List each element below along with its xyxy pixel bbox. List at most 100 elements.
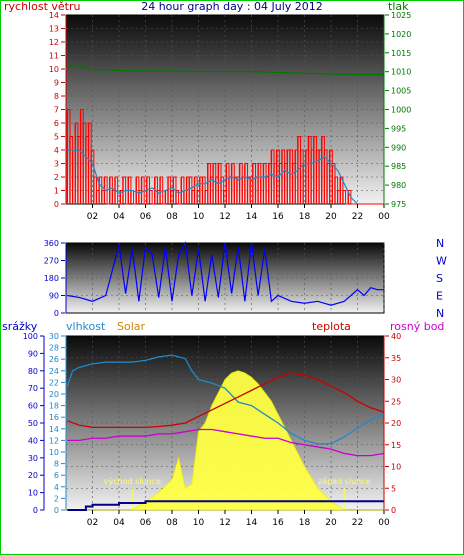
x-tick-label: 10 (193, 212, 205, 222)
y-tick-label: 2 (54, 173, 59, 182)
sunrise-label: východ slunce (104, 477, 161, 486)
x-tick-label: 12 (219, 212, 230, 222)
y-tick-label: 0 (33, 506, 38, 515)
y-tick-label: 10 (49, 448, 59, 457)
x-tick-label: 18 (299, 518, 311, 528)
y-tick-label: 28 (49, 344, 59, 353)
x-tick-label: 16 (272, 212, 284, 222)
wind-avg-line (67, 149, 358, 205)
dew-point-axis-title: rosný bod (390, 320, 444, 333)
y-tick-label: 990 (391, 143, 406, 152)
y-tick-label: 10 (28, 489, 38, 498)
y-tick-label: 90 (28, 349, 38, 358)
y-tick-label: 980 (391, 181, 406, 190)
y-tick-label: 0 (54, 200, 59, 209)
y-tick-label: 26 (49, 355, 59, 364)
x-tick-label: 08 (166, 212, 178, 222)
x-tick-label: 04 (113, 518, 125, 528)
y-tick-label: 90 (49, 292, 59, 301)
y-tick-label: 18 (49, 402, 59, 411)
y-tick-label: 1025 (391, 11, 411, 20)
y-tick-label: 5 (54, 133, 59, 142)
y-tick-label: 15 (391, 441, 401, 450)
y-tick-label: 22 (49, 378, 59, 387)
y-tick-label: 35 (391, 354, 401, 363)
x-tick-label: 02 (87, 212, 98, 222)
rain-axis-title: srážky (2, 320, 38, 333)
y-tick-label: 9 (54, 79, 59, 88)
x-tick-label: 12 (219, 518, 230, 528)
y-tick-label: 12 (49, 436, 59, 445)
y-tick-label: 1010 (391, 68, 411, 77)
x-tick-label: 08 (166, 518, 178, 528)
x-tick-label: 00 (378, 212, 390, 222)
y-tick-label: 30 (391, 376, 401, 385)
y-tick-label: 70 (28, 384, 38, 393)
y-tick-label: 12 (49, 38, 59, 47)
solar-axis-title: Solar (117, 320, 146, 333)
x-tick-label: 16 (272, 518, 284, 528)
y-tick-label: 4 (54, 483, 59, 492)
dew-point-line (67, 428, 385, 457)
y-tick-label: 11 (49, 52, 59, 61)
x-tick-label: 02 (87, 518, 98, 528)
y-tick-label: 13 (49, 25, 59, 34)
y-tick-label: 10 (49, 65, 59, 74)
y-tick-label: 0 (391, 506, 396, 515)
y-tick-label: 20 (49, 390, 59, 399)
y-tick-label: 40 (28, 436, 38, 445)
y-tick-label: 1000 (391, 106, 411, 115)
y-tick-label: 100 (23, 332, 38, 341)
y-tick-label: 14 (49, 11, 59, 20)
y-tick-label: 0 (54, 309, 59, 318)
x-tick-label: 06 (140, 518, 152, 528)
wind-axis-title: rychlost větru (4, 0, 80, 13)
wind-line (67, 109, 384, 205)
x-tick-label: 22 (352, 212, 363, 222)
humidity-line (66, 354, 385, 445)
y-tick-label: 16 (49, 413, 59, 422)
y-tick-label: 24 (49, 367, 59, 376)
x-tick-label: 14 (246, 518, 258, 528)
y-tick-label: 8 (54, 460, 59, 469)
humidity-axis-title: vlhkost (66, 320, 106, 333)
y-tick-label: 5 (391, 484, 396, 493)
y-tick-label: 80 (28, 367, 38, 376)
pressure-axis-title: tlak (388, 0, 409, 13)
temperature-axis-title: teplota (312, 320, 351, 333)
y-tick-label: 40 (391, 332, 401, 341)
y-tick-label: 50 (28, 419, 38, 428)
y-tick-label: 8 (54, 92, 59, 101)
sunset-label: západ slunce (318, 477, 371, 486)
y-tick-label: 1 (54, 187, 59, 196)
temperature-line (67, 372, 385, 428)
compass-letter: N (436, 237, 444, 250)
x-tick-label: 22 (352, 518, 363, 528)
y-tick-label: 0 (54, 506, 59, 515)
y-tick-label: 7 (54, 106, 59, 115)
compass-letter: S (436, 272, 443, 285)
y-tick-label: 60 (28, 402, 38, 411)
x-tick-label: 20 (325, 212, 337, 222)
x-tick-label: 14 (246, 212, 258, 222)
x-tick-label: 00 (378, 518, 390, 528)
y-tick-label: 1015 (391, 49, 411, 58)
x-tick-label: 10 (193, 518, 205, 528)
y-tick-label: 975 (391, 200, 406, 209)
y-tick-label: 1020 (391, 30, 411, 39)
y-tick-label: 4 (54, 146, 59, 155)
y-tick-label: 995 (391, 124, 406, 133)
compass-letter: E (436, 290, 443, 303)
direction-line (67, 241, 384, 306)
y-tick-label: 3 (54, 160, 59, 169)
y-tick-label: 25 (391, 397, 401, 406)
compass-letter: W (436, 255, 447, 268)
y-tick-label: 360 (44, 239, 59, 248)
y-tick-label: 180 (44, 274, 59, 283)
y-tick-label: 30 (49, 332, 59, 341)
y-tick-label: 270 (44, 257, 59, 266)
chart-title: 24 hour graph day : 04 July 2012 (141, 0, 323, 13)
y-tick-label: 14 (49, 425, 59, 434)
